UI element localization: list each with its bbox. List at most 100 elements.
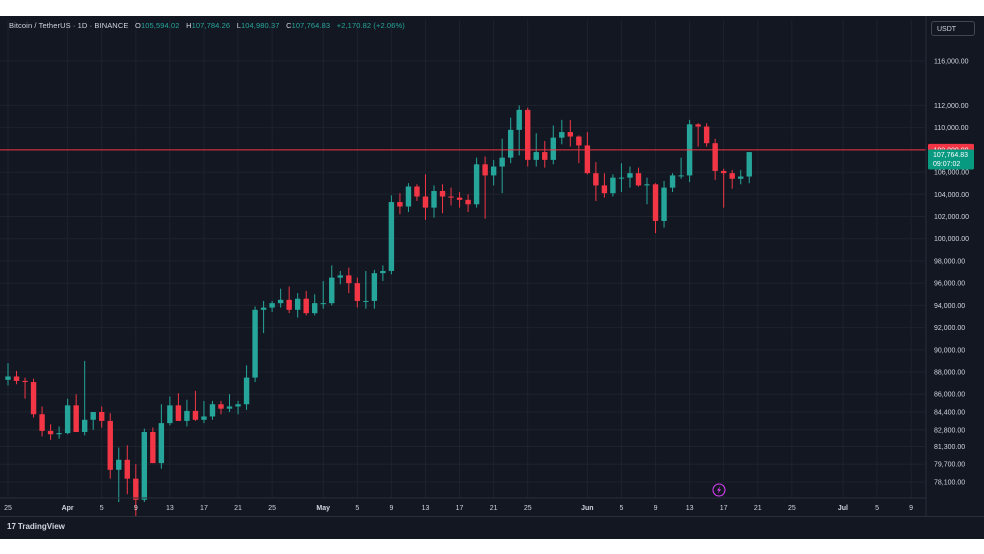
- candle: [388, 195, 395, 275]
- candle: [610, 174, 616, 197]
- currency-unit-button[interactable]: USDT: [931, 21, 975, 36]
- candle: [584, 132, 591, 175]
- time-tick-label: 9: [389, 505, 393, 512]
- price-tick-label: 92,000.00: [934, 325, 965, 332]
- lightning-icon[interactable]: [712, 483, 726, 497]
- price-tick-label: 96,000.00: [934, 281, 965, 288]
- candle-body: [337, 275, 343, 278]
- time-tick-label: 25: [524, 505, 532, 512]
- candle: [525, 107, 531, 167]
- candle-body: [141, 432, 148, 500]
- candle: [712, 138, 718, 180]
- candle-body: [738, 176, 744, 179]
- price-axis[interactable]: 116,000.00 112,000.00 110,000.00 106,000.00…: [925, 16, 969, 516]
- candle: [294, 293, 301, 318]
- candle: [661, 180, 667, 228]
- symbol-title[interactable]: Bitcoin / TetherUS · 1D · BINANCE: [9, 21, 129, 30]
- candle-body: [47, 430, 54, 435]
- tradingview-logo[interactable]: 17 TradingView: [7, 522, 65, 531]
- candle: [337, 270, 343, 285]
- candlesticks: [5, 105, 752, 521]
- candle-body: [567, 132, 574, 137]
- candle: [405, 183, 412, 213]
- candle: [22, 377, 28, 399]
- candle: [729, 169, 735, 189]
- close-label: C: [286, 21, 292, 30]
- candle: [209, 400, 216, 420]
- price-tick-label: 98,000.00: [934, 258, 965, 265]
- price-tick-label: 78,100.00: [934, 480, 965, 487]
- candle-body: [482, 164, 488, 176]
- candle-body: [158, 423, 165, 464]
- candle-body: [593, 173, 599, 186]
- candle-body: [56, 433, 62, 435]
- candle: [226, 394, 233, 413]
- candle: [346, 267, 352, 294]
- candle-body: [499, 157, 505, 167]
- price-tick-label: 104,000.00: [934, 192, 969, 199]
- high-label: H: [186, 21, 192, 30]
- candle-body: [712, 143, 718, 171]
- price-tick-label: 82,800.00: [934, 427, 965, 434]
- candle: [167, 396, 173, 426]
- candle: [703, 123, 710, 147]
- time-tick-label: Jun: [581, 505, 593, 512]
- candle: [124, 445, 130, 495]
- candle-body: [448, 196, 454, 198]
- candle-body: [116, 459, 122, 470]
- candle: [269, 300, 275, 313]
- candle-body: [610, 177, 616, 194]
- candle-body: [507, 129, 514, 158]
- candle-body: [133, 478, 139, 500]
- candle: [499, 138, 505, 194]
- candle: [516, 105, 522, 156]
- price-tick-label: 106,000.00: [934, 170, 969, 177]
- candle: [56, 426, 62, 439]
- candle-body: [226, 406, 233, 409]
- brand-name: TradingView: [17, 522, 65, 531]
- price-tick-label: 79,700.00: [934, 462, 965, 469]
- candle-body: [465, 199, 471, 205]
- time-tick-label: 5: [100, 505, 104, 512]
- candle: [686, 119, 693, 183]
- time-tick-label: 21: [754, 505, 762, 512]
- candle: [201, 400, 207, 424]
- candle: [47, 424, 54, 440]
- time-tick-label: 5: [875, 505, 879, 512]
- candle-body: [175, 405, 182, 421]
- candle: [507, 117, 514, 164]
- candle-body: [533, 152, 539, 160]
- candle-body: [99, 412, 105, 421]
- candle-body: [669, 175, 676, 188]
- candle-body: [252, 309, 258, 378]
- high-value: 107,784.26: [191, 21, 231, 30]
- candle-body: [635, 173, 642, 186]
- time-axis[interactable]: 25 Apr 5 9 13 17 21 25 May 5 9 13 17 21 25 Jun 5 9 13 17 21 2…: [0, 497, 926, 512]
- candle-body: [150, 432, 156, 464]
- candle: [414, 184, 420, 201]
- price-tick-label: 100,000.00: [934, 236, 969, 243]
- time-tick-label: 5: [619, 505, 623, 512]
- candle-body: [559, 132, 565, 138]
- candle: [465, 194, 471, 213]
- time-tick-label: 25: [268, 505, 276, 512]
- candle: [542, 140, 548, 168]
- time-tick-label: 21: [490, 505, 498, 512]
- candle-body: [107, 420, 113, 470]
- candle-body: [277, 299, 284, 304]
- last-price-text: 107,764.83: [933, 152, 968, 159]
- candle: [218, 400, 224, 415]
- time-tick-label: 13: [166, 505, 174, 512]
- open-value: 105,594.02: [140, 21, 180, 30]
- candle-body: [363, 300, 369, 302]
- candle: [397, 193, 403, 215]
- candle-body: [346, 275, 352, 284]
- candle-body: [90, 412, 96, 420]
- candle-body: [320, 303, 326, 305]
- candle-body: [431, 190, 437, 208]
- candle-body: [652, 184, 659, 221]
- candle: [380, 265, 386, 281]
- candle: [422, 174, 429, 220]
- candle: [107, 413, 113, 479]
